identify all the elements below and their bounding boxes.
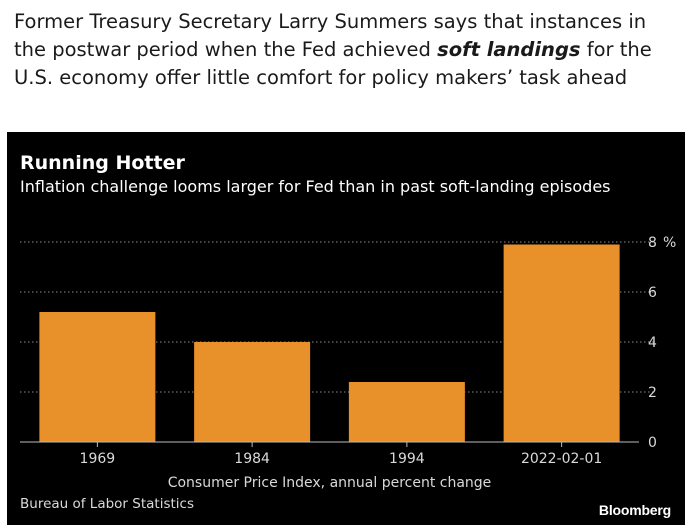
chart-title: Running Hotter (20, 152, 185, 174)
x-tick-label: 1969 (80, 451, 116, 467)
bar-1984 (194, 342, 311, 442)
y-tick-label: 4 (648, 335, 657, 351)
bar-2022-02-01 (503, 244, 620, 442)
source-note: Bureau of Labor Statistics (20, 496, 194, 512)
x-axis-title: Consumer Price Index, annual percent cha… (168, 475, 492, 491)
bar-1969 (39, 312, 156, 442)
article-caption: Former Treasury Secretary Larry Summers … (14, 8, 674, 92)
x-tick-label: 1984 (234, 451, 270, 467)
chart-panel: Running Hotter Inflation challenge looms… (7, 132, 685, 525)
y-tick-label: 2 (648, 385, 657, 401)
y-tick-label: 0 (648, 435, 657, 451)
caption-text-after: for the U.S. economy offer little comfor… (14, 38, 652, 89)
bar-1994 (348, 382, 465, 442)
caption-text-before: Former Treasury Secretary Larry Summers … (14, 10, 647, 61)
bloomberg-logo: Bloomberg (598, 502, 671, 518)
x-tick-label: 1994 (389, 451, 425, 467)
y-tick-label: 6 (648, 285, 657, 301)
x-tick-label: 2022-02-01 (521, 451, 602, 467)
chart-subtitle: Inflation challenge looms larger for Fed… (20, 177, 611, 196)
caption-emphasis: soft landings (437, 38, 581, 61)
bar-chart: 0 2 4 6 8 % 1969 1984 1994 2022-02-01 Consumer Pri… (20, 235, 676, 491)
y-unit-label: % (663, 235, 676, 251)
y-tick-label: 8 (648, 235, 657, 251)
